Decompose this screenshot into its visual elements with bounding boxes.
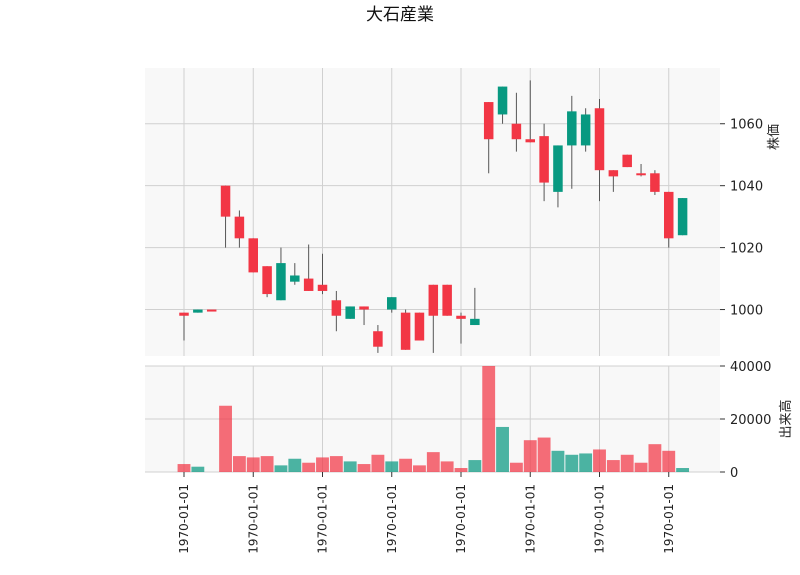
candle-body (608, 170, 619, 177)
chart-title: 大石産業 (366, 5, 434, 25)
candle-body (345, 306, 355, 319)
volume-bar (482, 366, 496, 472)
candle-body (650, 173, 660, 192)
x-tick-label: 1970-01-01 (523, 484, 537, 554)
volume-bar (274, 465, 288, 472)
candle-body (442, 284, 452, 316)
candle-body (262, 266, 272, 295)
price-tick-label: 1040 (730, 180, 763, 195)
x-tick-label: 1970-01-01 (454, 484, 468, 554)
volume-bar (343, 461, 357, 472)
candle-body (539, 136, 549, 183)
volume-bar (302, 462, 316, 472)
volume-tick-label: 40000 (730, 360, 771, 375)
candle-body (511, 123, 522, 140)
volume-bar (620, 454, 634, 472)
candle-body (179, 312, 189, 316)
volume-bar (288, 458, 302, 472)
volume-bar (496, 426, 509, 472)
x-tick-label: 1970-01-01 (593, 484, 607, 554)
candle-body (497, 86, 508, 115)
volume-bar (454, 468, 468, 472)
volume-bar (177, 464, 191, 472)
candle-body (248, 238, 258, 273)
volume-bar (426, 452, 440, 472)
candle-body (359, 306, 369, 310)
price-tick-label: 1000 (730, 304, 763, 319)
volume-bar (385, 461, 399, 472)
candle-body (400, 312, 411, 350)
volume-bar (676, 468, 690, 472)
volume-bar (329, 456, 343, 472)
candle-body (483, 102, 494, 140)
volume-bar (537, 437, 551, 472)
volume-bar (191, 466, 205, 472)
volume-bar (219, 405, 232, 472)
volume-bar (468, 460, 482, 472)
volume-bar (232, 456, 246, 472)
candle-body (664, 191, 674, 239)
volume-bar (662, 450, 676, 472)
price-tick-label: 1060 (730, 118, 763, 133)
volume-tick-label: 0 (730, 466, 738, 481)
candle-body (193, 309, 203, 313)
price-tick-label: 1020 (730, 242, 763, 257)
volume-bar (565, 454, 579, 472)
volume-bar (634, 462, 648, 472)
volume-bar (413, 465, 426, 472)
volume-bar (593, 449, 606, 472)
candle-body (470, 318, 480, 326)
candle-body (414, 312, 425, 341)
volume-bar (371, 454, 385, 472)
x-tick-label: 1970-01-01 (316, 484, 330, 554)
candle-body (331, 300, 342, 316)
volume-bar (648, 444, 662, 472)
x-tick-label: 1970-01-01 (177, 484, 191, 554)
candle-body (677, 198, 688, 236)
candle-body (206, 309, 217, 312)
candle-body (525, 139, 535, 143)
candle-body (290, 275, 300, 282)
candle-body (428, 284, 439, 316)
volume-axis-label: 出来高 (778, 399, 794, 438)
candle-body (567, 111, 577, 146)
candle-body (456, 315, 466, 319)
price-axis-label: 株価 (767, 124, 782, 150)
candle-body (387, 297, 397, 310)
volume-bar (579, 453, 593, 472)
volume-bar (523, 440, 537, 472)
volume-bar (316, 457, 329, 472)
volume-bar (357, 464, 371, 472)
volume-tick-label: 20000 (730, 413, 771, 428)
candle-body (594, 108, 605, 171)
volume-bar (509, 462, 523, 472)
candle-body (636, 173, 646, 176)
candle-body (622, 154, 632, 168)
volume-bar (399, 458, 413, 472)
candle-body (276, 263, 286, 301)
volume-bar (260, 456, 274, 472)
candle-body (303, 278, 314, 291)
x-tick-label: 1970-01-01 (246, 484, 260, 554)
volume-bar (440, 461, 454, 472)
candle-body (580, 114, 591, 146)
candle-body (553, 145, 563, 192)
candle-body (373, 331, 383, 347)
volume-bar (551, 450, 565, 472)
x-tick-label: 1970-01-01 (662, 484, 676, 554)
x-tick-label: 1970-01-01 (385, 484, 399, 554)
volume-bar (246, 457, 260, 472)
candle-body (220, 185, 231, 217)
candle-body (317, 284, 328, 291)
volume-bar (606, 460, 620, 472)
candle-body (234, 216, 245, 239)
